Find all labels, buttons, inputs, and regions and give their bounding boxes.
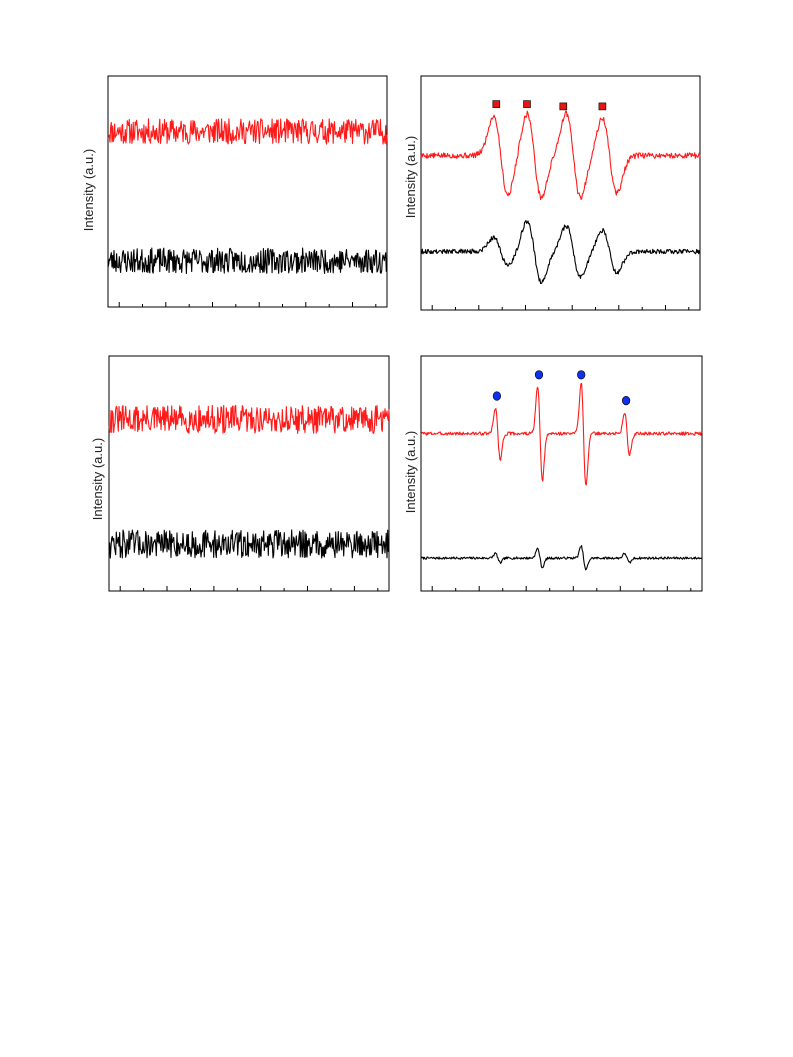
plot-frame (108, 355, 390, 592)
y-axis-label: Intensity (a.u.) (81, 149, 96, 231)
y-axis-label: Intensity (a.u.) (90, 438, 105, 520)
panel-top-right: Intensity (a.u.) (403, 75, 701, 311)
plot-frame (107, 75, 388, 308)
square-marker (559, 102, 568, 111)
series-line-black (108, 529, 390, 559)
plot-area (420, 100, 701, 310)
circle-marker (577, 370, 586, 380)
circle-marker (534, 370, 544, 380)
series-line-black (420, 219, 701, 285)
series-line-red (420, 382, 703, 486)
plot-frame (420, 75, 701, 311)
series-line-red (108, 404, 390, 434)
square-marker (523, 100, 531, 108)
plot-area (420, 370, 703, 591)
panel-top-left: Intensity (a.u.) (81, 75, 388, 308)
plot-area (108, 404, 390, 591)
panel-bottom-left: Intensity (a.u.) (90, 355, 390, 592)
plot-frame (420, 355, 703, 592)
y-axis-label: Intensity (a.u.) (403, 136, 418, 218)
series-line-red (107, 118, 388, 145)
series-line-red (420, 110, 701, 201)
y-axis-label: Intensity (a.u.) (403, 431, 418, 513)
circle-marker (492, 391, 502, 401)
circle-marker (621, 396, 631, 406)
square-marker (492, 100, 501, 108)
series-line-black (107, 247, 388, 275)
plot-area (107, 118, 388, 307)
square-marker (598, 102, 607, 111)
series-line-black (420, 545, 703, 571)
panel-bottom-right: Intensity (a.u.) (403, 355, 703, 592)
